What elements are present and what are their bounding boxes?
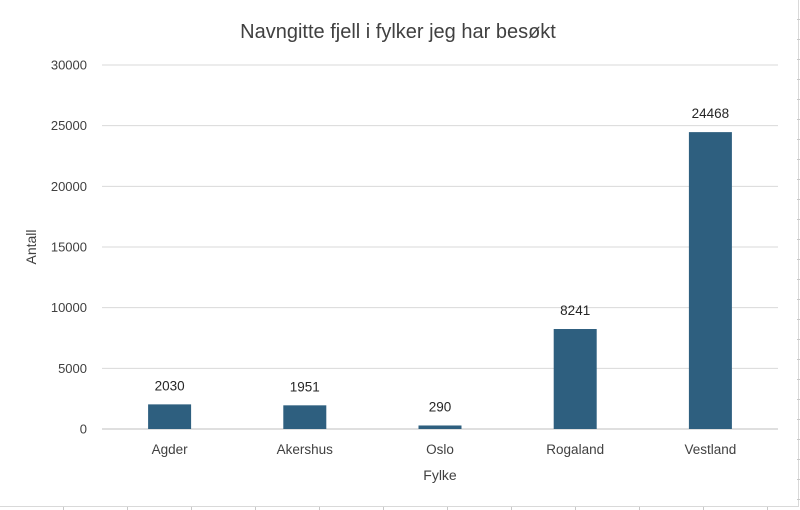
category-label-rogaland: Rogaland	[546, 442, 604, 457]
chart-title: Navngitte fjell i fylker jeg har besøkt	[240, 21, 556, 43]
data-label-vestland: 24468	[692, 106, 730, 121]
x-axis-categories: Agder Akershus Oslo Rogaland Vestland	[152, 442, 737, 457]
data-label-rogaland: 8241	[560, 303, 590, 318]
y-tick-label: 25000	[51, 118, 87, 133]
data-label-akershus: 1951	[290, 379, 320, 394]
data-label-oslo: 290	[429, 399, 452, 414]
y-tick-label: 30000	[51, 58, 87, 73]
window-bottom-ruler	[0, 507, 800, 510]
category-label-oslo: Oslo	[426, 442, 454, 457]
y-axis-ticks: 0 5000 10000 15000 20000 25000 30000	[51, 58, 87, 437]
data-labels: 2030 1951 290 8241 24468	[155, 106, 730, 414]
bar-agder	[148, 404, 192, 429]
bars	[148, 132, 732, 430]
y-tick-label: 20000	[51, 179, 87, 194]
y-axis-title: Antall	[23, 229, 39, 264]
window-edge-ruler	[797, 0, 800, 510]
category-label-akershus: Akershus	[277, 442, 334, 457]
category-label-vestland: Vestland	[685, 442, 737, 457]
bar-oslo	[418, 425, 462, 429]
gridlines	[102, 64, 778, 430]
category-label-agder: Agder	[152, 442, 189, 457]
y-tick-label: 0	[80, 422, 87, 437]
bar-rogaland	[553, 329, 597, 429]
y-tick-label: 5000	[58, 361, 87, 376]
y-tick-label: 10000	[51, 300, 87, 315]
y-tick-label: 15000	[51, 240, 87, 255]
bar-vestland	[688, 132, 732, 430]
data-label-agder: 2030	[155, 378, 185, 393]
bar-akershus	[283, 405, 327, 429]
x-axis-title: Fylke	[423, 467, 457, 483]
